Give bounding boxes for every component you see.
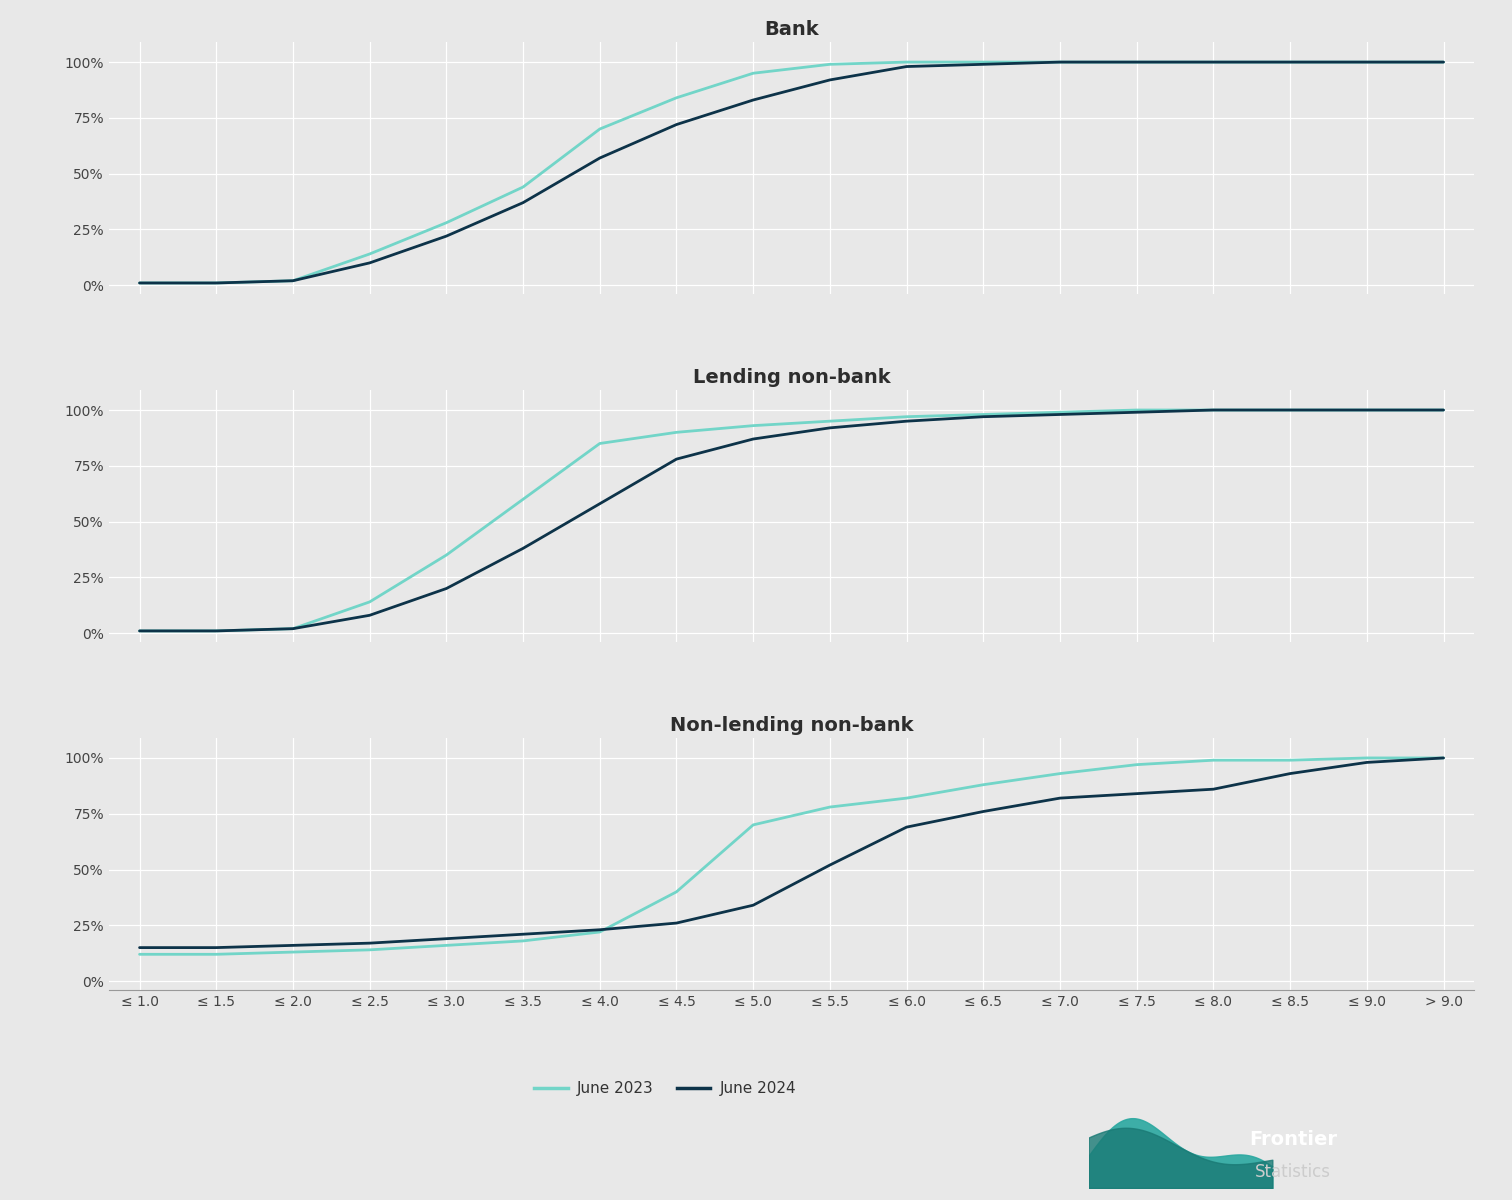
Title: Bank: Bank bbox=[764, 20, 820, 40]
Legend: June 2023, June 2024: June 2023, June 2024 bbox=[528, 1075, 803, 1103]
Title: Lending non-bank: Lending non-bank bbox=[692, 368, 891, 386]
Text: Frontier: Frontier bbox=[1249, 1130, 1337, 1148]
Title: Non-lending non-bank: Non-lending non-bank bbox=[670, 716, 913, 734]
Text: Statistics: Statistics bbox=[1255, 1163, 1331, 1181]
